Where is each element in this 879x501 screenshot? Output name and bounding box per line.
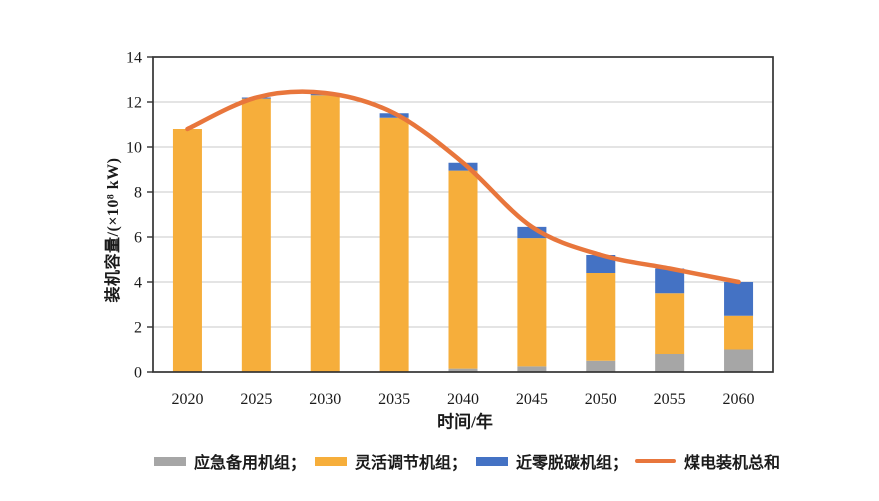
- legend-label: 灵活调节机组；: [355, 455, 468, 472]
- x-tick-label: 2045: [516, 391, 548, 408]
- y-tick-label: 0: [134, 365, 142, 382]
- legend-swatch-emergency-backup-units: [154, 456, 186, 466]
- legend-swatch-coal-power-total: [635, 458, 676, 464]
- x-tick-label: 2020: [171, 391, 203, 408]
- x-axis-title: 时间/年: [437, 412, 493, 432]
- x-tick-labels: 2020 2025 2030 2035 2040 2045 2050 2055 2060: [171, 391, 754, 408]
- bar-segment-flexible-regulation-units: [448, 170, 478, 369]
- plot-frame: [152, 56, 774, 373]
- y-tick-label: 10: [126, 140, 142, 157]
- bar-segment-flexible-regulation-units: [172, 129, 202, 372]
- bar-segment-near-zero-decarbonization-units: [724, 282, 754, 316]
- total-line-series: [185, 89, 741, 285]
- x-tick-label: 2055: [654, 391, 686, 408]
- legend-swatch-near-zero-decarbonization-units: [476, 456, 508, 466]
- x-tick-label: 2050: [585, 391, 617, 408]
- x-tick-label: 2025: [240, 391, 272, 408]
- y-tick-label: 6: [134, 230, 142, 247]
- y-tick-labels: 0 2 4 6 8 10 12 14: [126, 50, 142, 382]
- y-tick-label: 14: [126, 50, 142, 67]
- legend-item-coal-power-total: 煤电装机总和: [635, 449, 780, 473]
- legend-item-flexible-regulation-units: 灵活调节机组；: [315, 449, 467, 473]
- legend: 应急备用机组； 灵活调节机组； 近零脱碳机组； 煤电装机总和: [0, 449, 879, 473]
- bar-segment-emergency-backup-units: [586, 360, 616, 372]
- bar-segment-flexible-regulation-units: [517, 238, 547, 367]
- bar-segment-emergency-backup-units: [517, 366, 547, 372]
- y-axis-title: 装机容量/(×10⁸ kW): [105, 157, 122, 303]
- x-tick-label: 2040: [447, 391, 479, 408]
- x-tick-label: 2035: [378, 391, 410, 408]
- y-tick-label: 8: [134, 185, 142, 202]
- line-coal-power-total: [185, 89, 741, 285]
- bar-segment-flexible-regulation-units: [724, 315, 754, 350]
- bar-segment-flexible-regulation-units: [586, 273, 616, 361]
- legend-item-near-zero-decarbonization-units: 近零脱碳机组；: [476, 449, 628, 473]
- bar-segment-flexible-regulation-units: [379, 117, 409, 372]
- legend-label: 煤电装机总和: [684, 455, 781, 472]
- legend-label: 近零脱碳机组；: [516, 455, 629, 472]
- y-tick-label: 4: [134, 275, 142, 292]
- bar-segment-flexible-regulation-units: [310, 95, 340, 372]
- y-axis-ticks: [147, 56, 153, 373]
- legend-swatch-flexible-regulation-units: [315, 456, 347, 466]
- bar-segment-emergency-backup-units: [448, 368, 478, 372]
- bar-segment-flexible-regulation-units: [241, 98, 271, 372]
- bar-segment-emergency-backup-units: [655, 354, 685, 372]
- bar-series: [172, 93, 754, 372]
- plot-border: [152, 56, 774, 373]
- bar-segment-near-zero-decarbonization-units: [517, 226, 547, 239]
- bar-segment-emergency-backup-units: [724, 349, 754, 372]
- y-tick-label: 12: [126, 95, 142, 112]
- y-tick-label: 2: [134, 320, 142, 337]
- bar-segment-near-zero-decarbonization-units: [586, 255, 616, 273]
- legend-item-emergency-backup-units: 应急备用机组；: [154, 449, 306, 473]
- legend-label: 应急备用机组；: [194, 455, 307, 472]
- bar-segment-flexible-regulation-units: [655, 293, 685, 354]
- bar-segment-near-zero-decarbonization-units: [448, 162, 478, 171]
- x-tick-label: 2060: [723, 391, 755, 408]
- x-tick-label: 2030: [309, 391, 341, 408]
